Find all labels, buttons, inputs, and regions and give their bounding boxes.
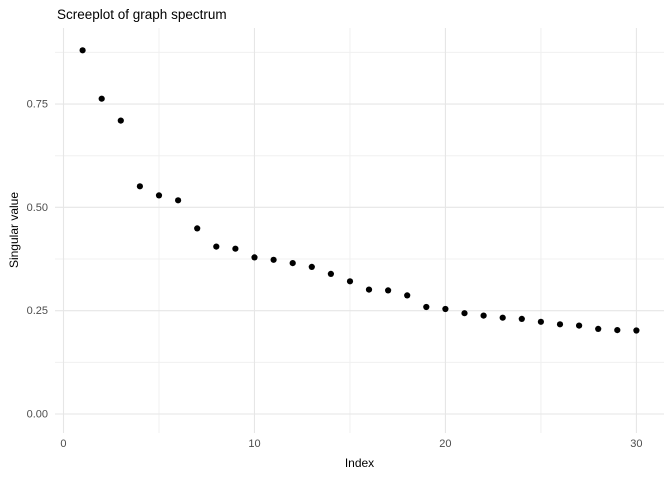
data-points — [79, 47, 640, 334]
gridlines-major — [55, 28, 664, 433]
data-point — [385, 287, 392, 294]
x-tick-label: 20 — [439, 438, 451, 450]
data-point — [423, 303, 430, 311]
data-point — [595, 325, 602, 332]
data-point — [537, 318, 545, 325]
y-tick-label: 0.00 — [27, 408, 48, 420]
x-tick-label: 10 — [248, 438, 260, 450]
data-point — [499, 314, 506, 321]
data-point — [136, 183, 143, 190]
x-tick-label: 30 — [630, 438, 642, 450]
data-point — [480, 312, 487, 319]
data-point — [327, 270, 334, 277]
data-point — [232, 245, 239, 252]
data-point — [117, 117, 124, 124]
data-point — [251, 254, 258, 261]
x-tick-labels: 0 10 20 30 — [60, 438, 642, 450]
x-tick-label: 0 — [60, 438, 66, 450]
data-point — [346, 278, 354, 285]
data-point — [442, 305, 449, 313]
data-point — [308, 263, 315, 270]
data-point — [98, 95, 105, 102]
data-point — [194, 225, 201, 232]
data-point — [270, 256, 277, 263]
data-point — [155, 192, 163, 199]
data-point — [576, 322, 583, 329]
data-point — [213, 243, 220, 250]
data-point — [79, 47, 86, 54]
data-point — [175, 197, 182, 204]
data-point — [365, 286, 373, 293]
data-point — [633, 327, 640, 334]
gridlines-minor — [55, 28, 664, 433]
data-point — [289, 260, 296, 267]
y-tick-label: 0.50 — [27, 202, 48, 214]
data-point — [556, 321, 564, 328]
plot-title: Screeplot of graph spectrum — [57, 7, 227, 22]
data-point — [614, 327, 621, 334]
y-tick-label: 0.75 — [27, 99, 48, 111]
data-point — [518, 315, 525, 322]
data-point — [461, 310, 468, 317]
data-point — [404, 292, 411, 299]
y-tick-labels: 0.00 0.25 0.50 0.75 — [27, 99, 48, 421]
y-tick-label: 0.25 — [27, 305, 48, 317]
x-axis-title: Index — [344, 456, 375, 470]
